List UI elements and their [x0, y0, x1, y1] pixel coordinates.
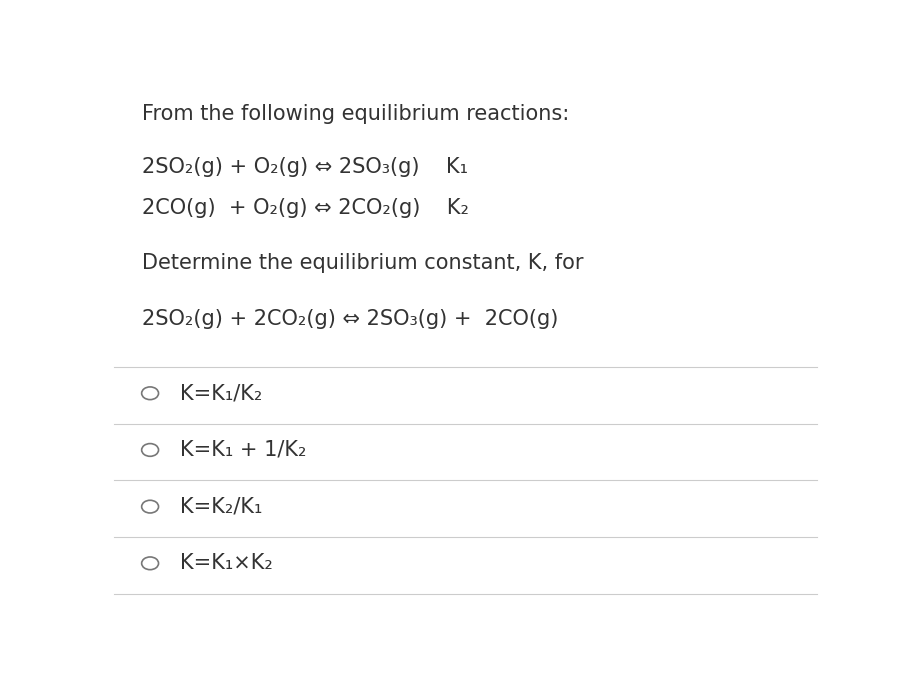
Text: K=K₂/K₁: K=K₂/K₁	[180, 497, 262, 517]
Text: 2CO(g)  + O₂(g) ⇔ 2CO₂(g)    K₂: 2CO(g) + O₂(g) ⇔ 2CO₂(g) K₂	[142, 197, 469, 217]
Text: 2SO₂(g) + 2CO₂(g) ⇔ 2SO₃(g) +  2CO(g): 2SO₂(g) + 2CO₂(g) ⇔ 2SO₃(g) + 2CO(g)	[142, 309, 558, 329]
Text: Determine the equilibrium constant, K, for: Determine the equilibrium constant, K, f…	[142, 253, 583, 273]
Text: From the following equilibrium reactions:: From the following equilibrium reactions…	[142, 104, 569, 124]
Text: K=K₁/K₂: K=K₁/K₂	[180, 383, 262, 403]
Text: K=K₁ + 1/K₂: K=K₁ + 1/K₂	[180, 440, 306, 460]
Text: K=K₁×K₂: K=K₁×K₂	[180, 553, 272, 573]
Text: 2SO₂(g) + O₂(g) ⇔ 2SO₃(g)    K₁: 2SO₂(g) + O₂(g) ⇔ 2SO₃(g) K₁	[142, 157, 468, 177]
